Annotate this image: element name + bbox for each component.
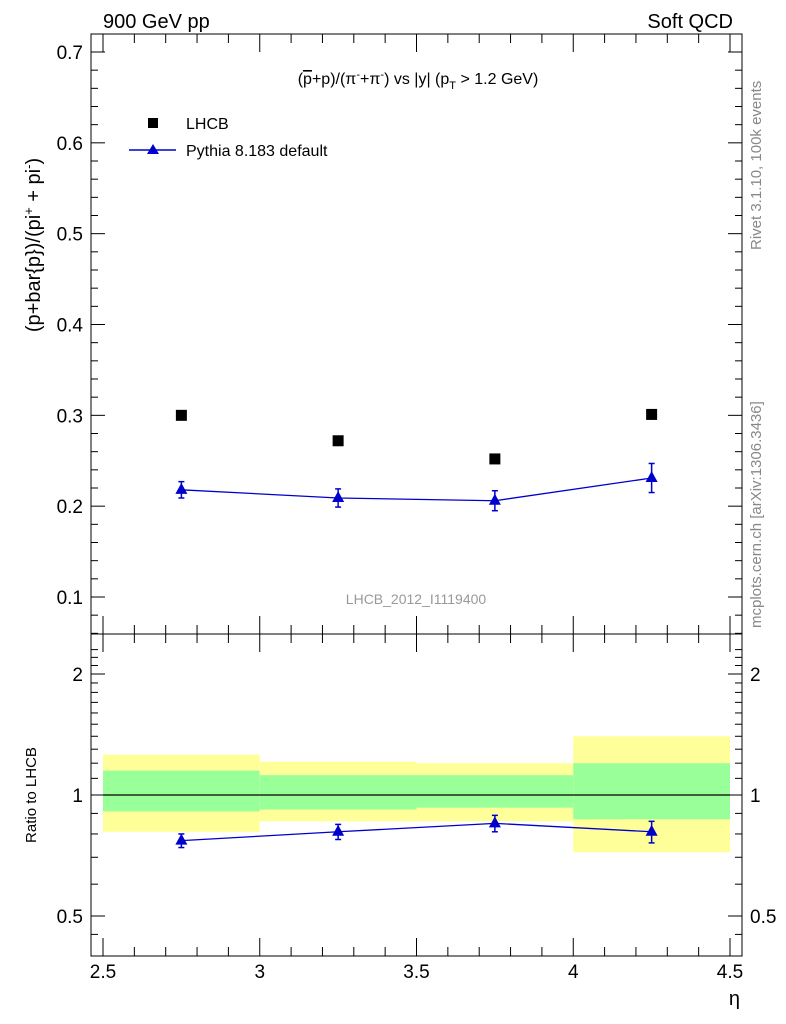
ratio-pythia-line (181, 822, 652, 842)
ratio-x-axis: 2.5 3 3.5 4 4.5 (90, 634, 743, 983)
lhcb-point (332, 435, 344, 447)
title-part-a: ( (298, 71, 304, 88)
ratio-ytick-label-right: 0.5 (750, 907, 776, 928)
ratio-xtick-label: 2.5 (90, 962, 116, 983)
ylabel-plus: + (21, 207, 36, 215)
ylabel-minus: - (21, 165, 36, 169)
ratio-y-axis: 0.5 0.5 1 1 2 2 (57, 649, 776, 935)
lhcb-point (489, 453, 501, 465)
main-data-marks (175, 408, 658, 512)
title-part-b: +p)/(π (312, 71, 356, 88)
pythia-line (181, 477, 652, 502)
lhcb-point (175, 409, 187, 421)
ratio-xtick-label: 4.5 (717, 962, 743, 983)
main-ytick-label: 0.6 (57, 134, 83, 155)
lhcb-point (646, 408, 658, 420)
ratio-xtick-label: 3.5 (403, 962, 429, 983)
analysis-label: LHCB_2012_I1119400 (346, 591, 487, 607)
rivet-label: Rivet 3.1.10, 100k events (748, 81, 765, 250)
ratio-band-green (573, 763, 730, 820)
ratio-ytick-label: 2 (72, 665, 83, 686)
title-sub-t: T (449, 80, 456, 92)
ylabel-part-2: + pi (23, 169, 45, 207)
legend-mc-label: Pythia 8.183 default (186, 143, 328, 160)
main-y-axis: 0.1 0.2 0.3 0.4 0.5 0.6 0.7 (57, 43, 742, 634)
legend-mc-marker (147, 144, 159, 154)
main-ytick-label: 0.4 (57, 316, 84, 337)
main-ylabel: (p+bar{p})/(pi+ + pi-) (21, 158, 45, 332)
ratio-ytick-label-right: 2 (750, 665, 761, 686)
ratio-ytick-label: 1 (72, 786, 83, 807)
ratio-pythia-point (175, 833, 188, 845)
main-ytick-label: 0.1 (57, 588, 83, 609)
title-part-c: +π (360, 71, 380, 88)
mcplots-label: mcplots.cern.ch [arXiv:1306.3436] (748, 401, 765, 628)
ylabel-part-3: ) (23, 158, 45, 165)
ratio-ytick-label: 0.5 (57, 907, 83, 928)
title-pbar: p (303, 71, 312, 88)
header-right: Soft QCD (647, 11, 733, 33)
ylabel-part-1: (p+bar{p})/(pi (23, 215, 45, 332)
ratio-data-marks (175, 814, 658, 849)
ratio-band-green (103, 770, 260, 812)
ratio-xtick-label: 3 (254, 962, 265, 983)
ratio-ytick-label-right: 1 (750, 786, 761, 807)
ratio-ylabel: Ratio to LHCB (23, 747, 40, 843)
title-part-d: ) vs |y| (p (384, 71, 449, 88)
ratio-pythia-point (645, 824, 658, 836)
plot-title: (p+p)/(π-+π-) vs |y| (pT > 1.2 GeV) (298, 69, 539, 92)
main-ytick-label: 0.3 (57, 406, 83, 427)
legend-lhcb-label: LHCB (186, 116, 229, 133)
header-left: 900 GeV pp (103, 11, 210, 33)
x-axis-label: η (729, 988, 740, 1010)
main-ytick-label: 0.7 (57, 43, 83, 64)
ratio-band-green (416, 775, 574, 808)
main-panel: 0.10.20.30.40.50.60.7 (p+p)/(π-+π-) vs |… (57, 33, 743, 635)
legend-lhcb-marker (148, 118, 158, 128)
pythia-point (175, 482, 188, 494)
main-ytick-label: 0.5 (57, 225, 83, 246)
title-minus2: - (380, 69, 384, 81)
ratio-pythia-point (332, 824, 345, 836)
main-ytick-label: 0.2 (57, 497, 83, 518)
legend: LHCB Pythia 8.183 default (129, 116, 328, 160)
title-part-e: > 1.2 GeV) (456, 71, 538, 88)
ratio-xtick-label: 4 (568, 962, 579, 983)
ratio-bands (103, 736, 730, 853)
pythia-point (332, 490, 345, 502)
ratio-panel: 0.5 0.5 1 1 2 2 2.5 3 3.5 4 4.5 (57, 633, 776, 983)
pythia-point (488, 493, 501, 505)
ratio-pythia-point (488, 816, 501, 828)
title-minus1: - (356, 69, 360, 81)
ratio-band-green (259, 775, 417, 810)
main-x-axis-ticks (102, 34, 731, 634)
pythia-point (645, 471, 658, 483)
